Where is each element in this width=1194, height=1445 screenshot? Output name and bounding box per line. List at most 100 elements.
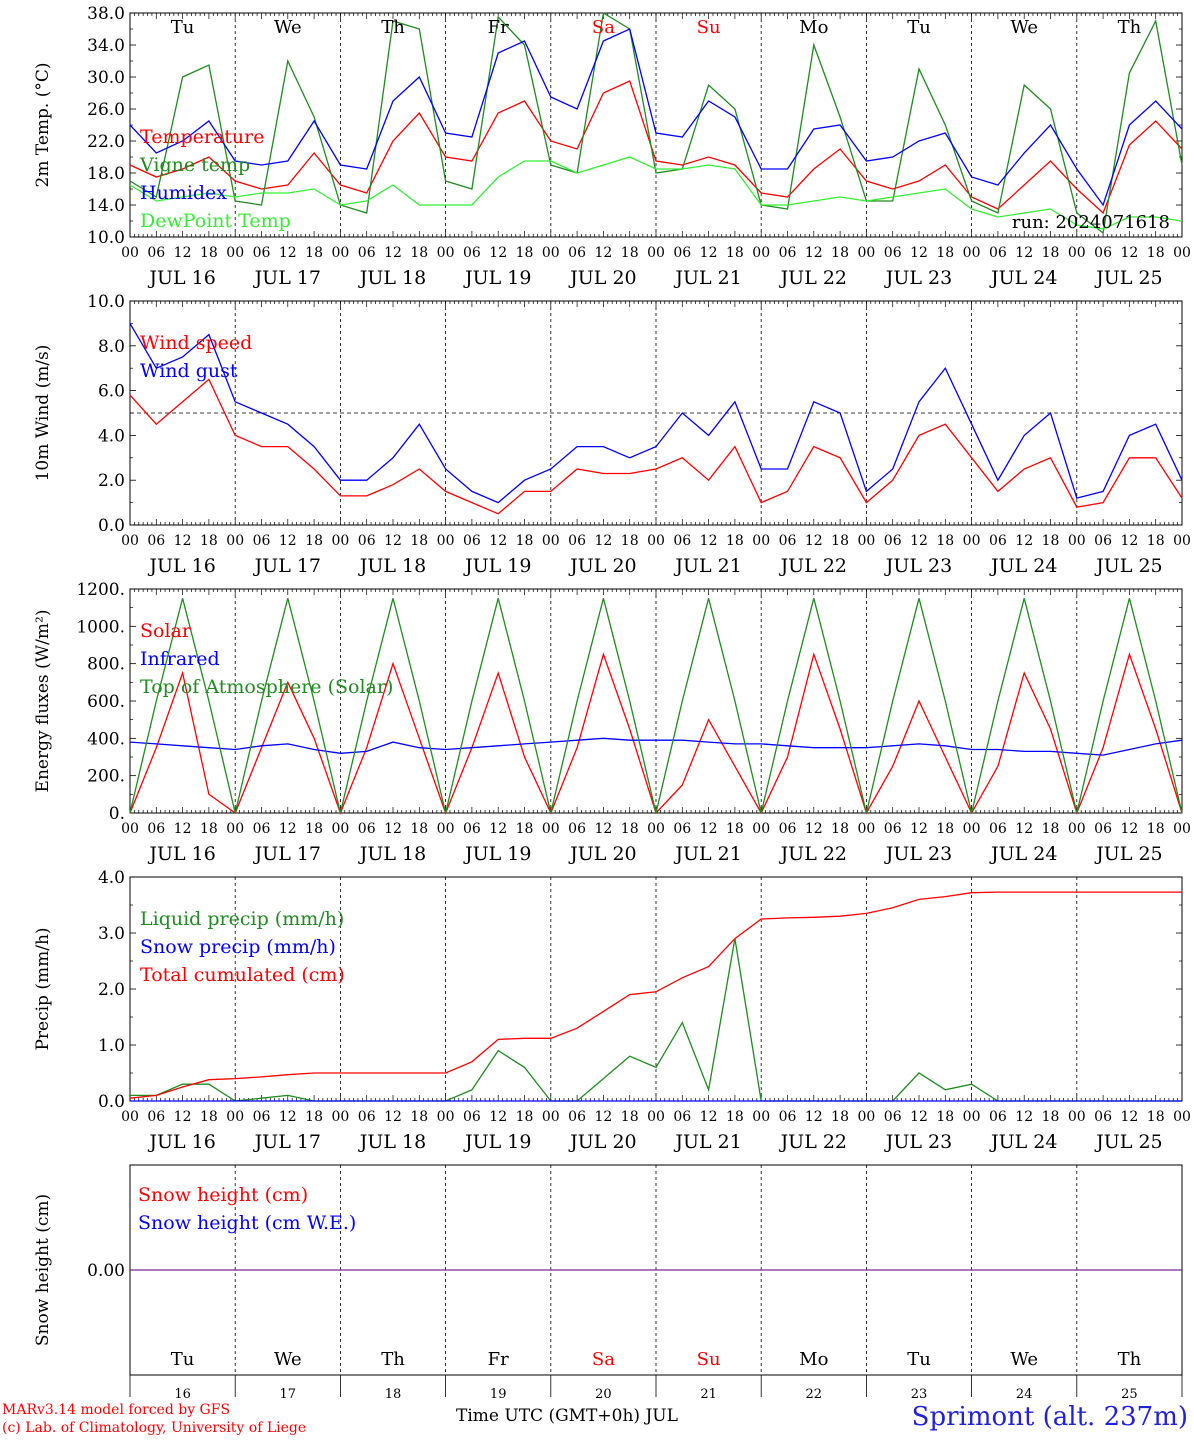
- hour-tick-label: 18: [1042, 533, 1060, 549]
- hour-tick-label: 12: [384, 533, 402, 549]
- date-label: JUL 24: [989, 843, 1057, 865]
- hour-tick-label: 00: [1068, 821, 1086, 837]
- hour-tick-label: 00: [121, 821, 139, 837]
- series-line: [129, 11, 1183, 235]
- hour-tick-label: 12: [700, 1109, 718, 1125]
- date-label: JUL 18: [358, 267, 426, 289]
- y-tick-label: 1.0: [98, 1036, 125, 1056]
- date-label: JUL 25: [1094, 267, 1162, 289]
- hour-tick-label: 00: [331, 1109, 349, 1125]
- hour-tick-label: 06: [884, 1109, 902, 1125]
- hour-tick-label: 12: [594, 533, 612, 549]
- hour-tick-label: 06: [673, 245, 691, 261]
- day-name-label: We: [274, 1349, 302, 1370]
- day-name-label: We: [1010, 17, 1038, 38]
- date-label: JUL 21: [673, 555, 741, 577]
- hour-tick-label: 06: [147, 245, 165, 261]
- hour-tick-label: 00: [542, 821, 560, 837]
- date-label: JUL 22: [779, 555, 847, 577]
- hour-tick-label: 06: [779, 245, 797, 261]
- hour-tick-label: 00: [226, 245, 244, 261]
- day-name-label: Th: [1118, 1349, 1142, 1370]
- hour-tick-label: 06: [253, 245, 271, 261]
- day-name-label: Th: [1118, 17, 1142, 38]
- y-tick-label: 1200.: [76, 580, 125, 600]
- hour-tick-label: 00: [1068, 533, 1086, 549]
- day-name-label: Tu: [171, 17, 195, 38]
- panel-temperature: 10.0 14.0 18.0 22.0 26.0 30.0 34.0 38.0 2m Temp.…: [33, 4, 1191, 289]
- y-tick-label: 0.00: [87, 1261, 125, 1281]
- legend-entry: Liquid precip (mm/h): [140, 908, 344, 930]
- date-label: JUL 18: [358, 843, 426, 865]
- hour-tick-label: 06: [1094, 1109, 1112, 1125]
- hour-tick-label: 06: [463, 821, 481, 837]
- hour-tick-label: 00: [437, 1109, 455, 1125]
- legend-entry: DewPoint Temp: [140, 210, 291, 232]
- date-label: JUL 17: [253, 555, 321, 577]
- hour-tick-label: 06: [884, 821, 902, 837]
- date-label: JUL 17: [253, 267, 321, 289]
- hour-tick-label: 18: [305, 1109, 323, 1125]
- hour-tick-label: 06: [568, 245, 586, 261]
- hour-tick-label: 00: [1173, 533, 1191, 549]
- date-label: JUL 21: [673, 1131, 741, 1153]
- hour-tick-label: 00: [963, 1109, 981, 1125]
- day-number-label: 24: [1016, 1387, 1033, 1402]
- hour-tick-label: 18: [1042, 821, 1060, 837]
- hour-tick-label: 12: [805, 821, 823, 837]
- date-label: JUL 17: [253, 843, 321, 865]
- hour-tick-label: 00: [752, 1109, 770, 1125]
- hour-tick-label: 18: [936, 533, 954, 549]
- hour-tick-label: 12: [910, 245, 928, 261]
- date-label: JUL 22: [779, 267, 847, 289]
- date-label: JUL 17: [253, 1131, 321, 1153]
- time-axis-label: Time UTC (GMT+0h) JUL: [456, 1406, 678, 1426]
- day-name-label: Mo: [799, 17, 828, 38]
- hour-tick-label: 00: [752, 245, 770, 261]
- y-tick-label: 18.0: [87, 164, 125, 184]
- day-name-label: Tu: [907, 1349, 931, 1370]
- hour-tick-label: 00: [1173, 821, 1191, 837]
- hour-tick-label: 12: [174, 245, 192, 261]
- hour-tick-label: 18: [726, 245, 744, 261]
- hour-tick-label: 12: [594, 821, 612, 837]
- legend-entry: Snow precip (mm/h): [140, 936, 336, 958]
- hour-tick-label: 18: [726, 821, 744, 837]
- hour-tick-label: 12: [279, 245, 297, 261]
- date-label: JUL 19: [463, 555, 531, 577]
- y-tick-label: 22.0: [87, 132, 125, 152]
- hour-tick-label: 12: [910, 533, 928, 549]
- hour-tick-label: 06: [358, 245, 376, 261]
- day-name-label: Fr: [488, 1349, 509, 1370]
- panel-snow: 0.00 Snow height (cm) Snow height (cm) Snow…: [33, 1164, 1183, 1402]
- hour-tick-label: 06: [253, 821, 271, 837]
- hour-tick-label: 12: [489, 821, 507, 837]
- day-name-label: Tu: [907, 17, 931, 38]
- hour-tick-label: 18: [200, 821, 218, 837]
- hour-tick-label: 12: [384, 821, 402, 837]
- hour-tick-label: 12: [489, 245, 507, 261]
- hour-tick-label: 00: [1173, 1109, 1191, 1125]
- hour-tick-label: 00: [857, 1109, 875, 1125]
- hour-tick-label: 00: [647, 1109, 665, 1125]
- y-tick-label: 10.0: [87, 228, 125, 248]
- y-tick-label: 8.0: [98, 337, 125, 357]
- hour-tick-label: 00: [647, 821, 665, 837]
- hour-tick-label: 12: [1015, 1109, 1033, 1125]
- hour-tick-label: 00: [331, 821, 349, 837]
- date-label: JUL 22: [779, 843, 847, 865]
- hour-tick-label: 06: [779, 821, 797, 837]
- hour-tick-label: 18: [1042, 245, 1060, 261]
- series-line: [129, 28, 1183, 207]
- date-label: JUL 20: [568, 843, 636, 865]
- y-axis-title: 2m Temp. (°C): [33, 62, 53, 187]
- hour-tick-label: 00: [963, 533, 981, 549]
- day-name-label: We: [1010, 1349, 1038, 1370]
- day-number-label: 23: [911, 1387, 928, 1402]
- y-axis-title: 10m Wind (m/s): [33, 345, 53, 482]
- hour-tick-label: 18: [831, 245, 849, 261]
- y-tick-label: 0.0: [98, 516, 125, 536]
- hour-tick-label: 00: [1068, 1109, 1086, 1125]
- hour-tick-label: 18: [936, 245, 954, 261]
